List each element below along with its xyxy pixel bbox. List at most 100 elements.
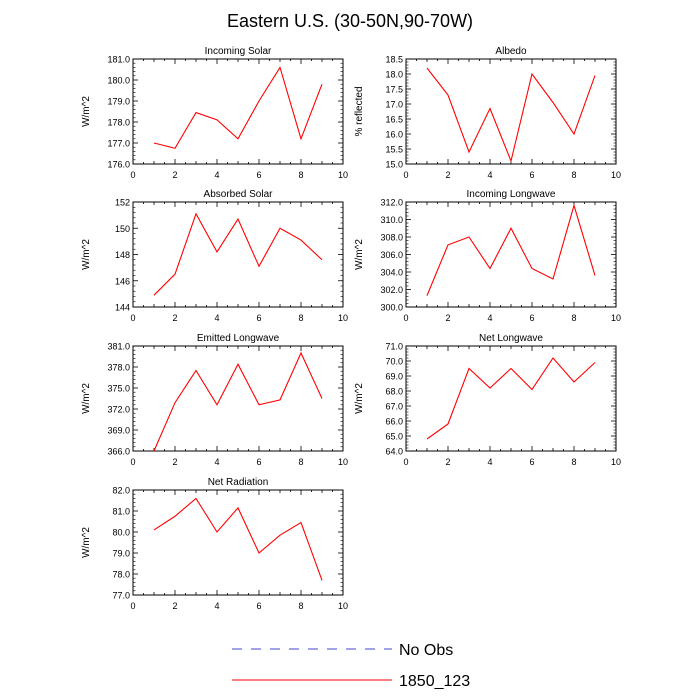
- x-tick-label: 8: [571, 313, 576, 323]
- x-tick-label: 2: [172, 170, 177, 180]
- y-tick-label: 64.0: [385, 447, 403, 457]
- panel-net-radiation: Net Radiation W/m^2 0 2 4 6 8 10 77.0 78.0 79.0 80.…: [81, 477, 348, 611]
- x-tick-label: 2: [172, 313, 177, 323]
- data-point: [258, 266, 259, 267]
- x-tick-label: 10: [338, 313, 348, 323]
- y-tick-label: 381.0: [107, 342, 130, 352]
- data-point: [531, 268, 532, 269]
- x-tick-label: 2: [445, 170, 450, 180]
- y-tick-label: 16.5: [385, 115, 403, 125]
- data-point: [426, 438, 427, 439]
- data-point: [195, 213, 196, 214]
- x-tick-label: 6: [256, 457, 261, 467]
- plot-frame: [132, 201, 344, 308]
- panel-title: Net Radiation: [208, 477, 269, 488]
- data-point: [216, 531, 217, 532]
- x-tick-label: 2: [172, 601, 177, 611]
- y-tick-label: 181.0: [107, 55, 130, 65]
- legend-label-1850-123: 1850_123: [399, 673, 470, 690]
- x-tick-label: 0: [130, 170, 135, 180]
- data-point: [258, 100, 259, 101]
- data-point: [426, 67, 427, 68]
- data-point: [321, 259, 322, 260]
- y-tick-label: 369.0: [107, 426, 130, 436]
- y-tick-label: 306.0: [380, 250, 403, 260]
- data-point: [447, 94, 448, 95]
- panel-title: Absorbed Solar: [204, 189, 274, 200]
- panel-title: Net Longwave: [479, 333, 543, 344]
- panel-title: Incoming Solar: [205, 46, 272, 57]
- data-point: [153, 295, 154, 296]
- x-tick-label: 10: [611, 170, 621, 180]
- plot-frame: [132, 489, 344, 596]
- y-tick-label: 178.0: [107, 118, 130, 128]
- y-tick-label: 150: [115, 224, 130, 234]
- y-tick-label: 146: [115, 276, 130, 286]
- data-point: [447, 423, 448, 424]
- y-tick-label: 67.0: [385, 402, 403, 412]
- series-line-1850-123: [426, 357, 596, 440]
- y-axis-label: W/m^2: [81, 96, 92, 127]
- data-point: [489, 268, 490, 269]
- x-tick-label: 10: [338, 170, 348, 180]
- data-point: [426, 295, 427, 296]
- data-point: [174, 148, 175, 149]
- series-line-1850-123: [426, 67, 596, 163]
- data-point: [552, 102, 553, 103]
- y-tick-label: 68.0: [385, 387, 403, 397]
- x-tick-label: 8: [571, 457, 576, 467]
- x-tick-label: 0: [403, 313, 408, 323]
- x-tick-label: 4: [487, 457, 492, 467]
- data-point: [279, 67, 280, 68]
- panel-albedo: Albedo % reflected 0 2 4 6 8 10 15.0 15.5 16.0 16.5…: [354, 46, 621, 180]
- y-tick-label: 15.5: [385, 145, 403, 155]
- x-tick-label: 4: [214, 457, 219, 467]
- y-tick-label: 375.0: [107, 384, 130, 394]
- y-tick-label: 302.0: [380, 285, 403, 295]
- series-line-1850-123: [153, 66, 323, 149]
- data-point: [174, 402, 175, 403]
- x-tick-label: 2: [445, 313, 450, 323]
- y-axis-label: W/m^2: [354, 239, 365, 270]
- x-tick-label: 10: [611, 457, 621, 467]
- data-point: [510, 160, 511, 161]
- data-point: [321, 84, 322, 85]
- y-tick-label: 366.0: [107, 447, 130, 457]
- y-tick-label: 310.0: [380, 215, 403, 225]
- y-tick-label: 144: [115, 303, 130, 313]
- data-point: [489, 108, 490, 109]
- data-point: [195, 498, 196, 499]
- data-point: [447, 244, 448, 245]
- y-tick-label: 180.0: [107, 76, 130, 86]
- data-point: [279, 228, 280, 229]
- y-tick-label: 17.5: [385, 85, 403, 95]
- data-point: [174, 516, 175, 517]
- data-point: [594, 75, 595, 76]
- series-line-1850-123: [153, 212, 323, 296]
- x-tick-label: 6: [256, 313, 261, 323]
- figure-title: Eastern U.S. (30-50N,90-70W): [227, 11, 473, 31]
- x-tick-label: 10: [338, 601, 348, 611]
- x-tick-label: 8: [298, 313, 303, 323]
- x-tick-label: 0: [403, 457, 408, 467]
- x-tick-label: 10: [338, 457, 348, 467]
- y-tick-label: 65.0: [385, 432, 403, 442]
- data-point: [216, 119, 217, 120]
- y-tick-label: 70.0: [385, 357, 403, 367]
- y-tick-label: 81.0: [112, 507, 130, 517]
- x-tick-label: 6: [529, 457, 534, 467]
- data-point: [300, 352, 301, 353]
- y-axis-label: W/m^2: [81, 239, 92, 270]
- data-point: [153, 529, 154, 530]
- data-point: [510, 228, 511, 229]
- data-point: [573, 205, 574, 206]
- data-point: [237, 138, 238, 139]
- x-tick-label: 4: [487, 170, 492, 180]
- y-tick-label: 152: [115, 198, 130, 208]
- panel-incoming-solar: Incoming Solar W/m^2 0 2 4 6 8 10 176.0 177.0 178.…: [81, 46, 348, 180]
- y-axis-label: W/m^2: [81, 527, 92, 558]
- panel-title: Albedo: [495, 46, 527, 57]
- y-tick-label: 378.0: [107, 363, 130, 373]
- y-tick-label: 312.0: [380, 198, 403, 208]
- plot-frame: [405, 201, 617, 308]
